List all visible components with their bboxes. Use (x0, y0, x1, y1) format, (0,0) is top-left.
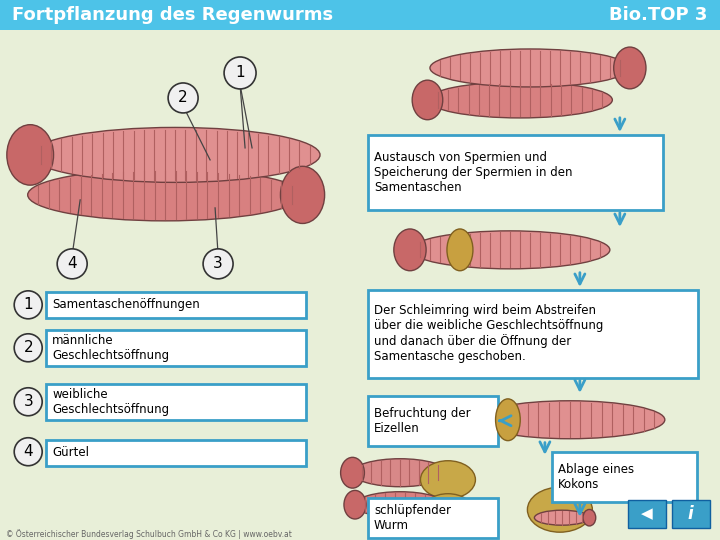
Text: Gürtel: Gürtel (52, 446, 89, 459)
Circle shape (224, 57, 256, 89)
Ellipse shape (534, 510, 590, 525)
Circle shape (168, 83, 198, 113)
FancyBboxPatch shape (368, 290, 698, 378)
FancyBboxPatch shape (368, 498, 498, 538)
Ellipse shape (394, 229, 426, 271)
Ellipse shape (27, 169, 302, 221)
Text: Austausch von Spermien und
Speicherung der Spermien in den
Samentaschen: Austausch von Spermien und Speicherung d… (374, 151, 572, 194)
Text: 1: 1 (235, 65, 245, 80)
Text: 2: 2 (179, 90, 188, 105)
Text: 3: 3 (23, 394, 33, 409)
Bar (672, 500, 710, 528)
FancyBboxPatch shape (46, 440, 306, 465)
Ellipse shape (613, 47, 646, 89)
Text: weibliche
Geschlechtsöffnung: weibliche Geschlechtsöffnung (52, 388, 169, 416)
Text: Bio.TOP 3: Bio.TOP 3 (609, 6, 708, 24)
Text: i: i (688, 505, 693, 523)
Circle shape (14, 438, 42, 465)
Ellipse shape (428, 82, 612, 118)
Ellipse shape (422, 494, 474, 530)
Ellipse shape (583, 509, 595, 526)
Text: 4: 4 (23, 444, 33, 459)
Ellipse shape (475, 401, 665, 438)
Circle shape (14, 388, 42, 416)
Ellipse shape (30, 127, 320, 183)
Circle shape (203, 249, 233, 279)
Circle shape (57, 249, 87, 279)
Text: 4: 4 (68, 256, 77, 271)
Text: männliche
Geschlechtsöffnung: männliche Geschlechtsöffnung (52, 334, 169, 362)
Text: Ablage eines
Kokons: Ablage eines Kokons (558, 463, 634, 491)
FancyBboxPatch shape (368, 135, 663, 210)
Bar (0, 0, 720, 30)
FancyBboxPatch shape (46, 330, 306, 366)
Ellipse shape (281, 166, 325, 224)
FancyBboxPatch shape (368, 396, 498, 446)
FancyBboxPatch shape (46, 292, 306, 318)
Ellipse shape (459, 399, 491, 441)
Text: Der Schleimring wird beim Abstreifen
über die weibliche Geschlechtsöffnung
und d: Der Schleimring wird beim Abstreifen übe… (374, 304, 603, 363)
Ellipse shape (430, 49, 630, 87)
Text: ◀: ◀ (641, 506, 653, 521)
Ellipse shape (495, 399, 521, 441)
Ellipse shape (410, 231, 610, 269)
Ellipse shape (412, 80, 443, 120)
Circle shape (14, 334, 42, 362)
Ellipse shape (353, 459, 447, 487)
Ellipse shape (420, 461, 475, 499)
Text: 3: 3 (213, 256, 223, 271)
Text: 2: 2 (23, 340, 33, 355)
Circle shape (14, 291, 42, 319)
Ellipse shape (528, 487, 593, 532)
Text: Befruchtung der
Eizellen: Befruchtung der Eizellen (374, 407, 471, 435)
Ellipse shape (355, 492, 445, 518)
Ellipse shape (344, 490, 366, 519)
FancyBboxPatch shape (46, 384, 306, 420)
Text: schlüpfender
Wurm: schlüpfender Wurm (374, 504, 451, 532)
Ellipse shape (6, 125, 53, 185)
FancyBboxPatch shape (552, 452, 697, 502)
Text: Samentaschenöffnungen: Samentaschenöffnungen (52, 298, 200, 312)
Text: 1: 1 (23, 298, 33, 312)
Ellipse shape (447, 229, 473, 271)
Bar (628, 500, 666, 528)
Ellipse shape (341, 457, 364, 488)
Text: © Österreichischer Bundesverlag Schulbuch GmbH & Co KG | www.oebv.at: © Österreichischer Bundesverlag Schulbuc… (6, 529, 292, 538)
Text: Fortpflanzung des Regenwurms: Fortpflanzung des Regenwurms (12, 6, 333, 24)
